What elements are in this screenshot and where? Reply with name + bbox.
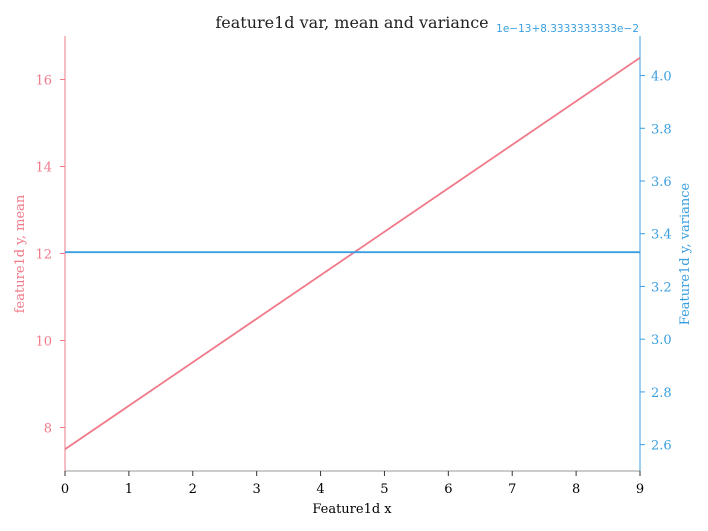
right-y-tick-label-6: 3.8 [651, 122, 672, 137]
left-y-tick-label-1: 10 [35, 335, 52, 350]
x-tick-label-3: 3 [253, 482, 261, 497]
series-layer [64, 57, 641, 450]
right-y-tick-label-1: 2.8 [651, 386, 672, 401]
right-y-tick-label-5: 3.6 [651, 175, 672, 190]
x-tick-label-0: 0 [61, 482, 69, 497]
right-y-tick-label-3: 3.2 [651, 280, 672, 295]
chart-title: feature1d var, mean and variance [215, 13, 488, 32]
left-y-tick-label-2: 12 [35, 248, 52, 263]
x-tick-label-1: 1 [125, 482, 133, 497]
series-line-left-0 [64, 57, 641, 450]
x-tick-label-2: 2 [189, 482, 197, 497]
x-tick-label-5: 5 [380, 482, 388, 497]
x-tick-label-9: 9 [636, 482, 644, 497]
left-y-axis-label: feature1d y, mean [13, 194, 28, 313]
x-tick-label-7: 7 [508, 482, 516, 497]
x-tick-label-6: 6 [444, 482, 452, 497]
right-y-tick-label-0: 2.6 [651, 439, 672, 454]
right-y-tick-label-2: 3.0 [651, 333, 672, 348]
x-tick-label-4: 4 [316, 482, 324, 497]
right-y-tick-label-4: 3.4 [651, 228, 672, 243]
right-y-tick-label-7: 4.0 [651, 70, 672, 85]
right-y-axis-label: Feature1d y, variance [678, 182, 693, 325]
x-tick-label-8: 8 [572, 482, 580, 497]
right-axis-offset-text: 1e−13+8.3333333333e−2 [496, 23, 639, 35]
x-axis-label: Feature1d x [312, 502, 392, 517]
ticks-layer: 0 1 2 3 4 5 6 7 8 98101214162.62.83.03.23.43.63.8… [35, 70, 671, 497]
left-y-tick-label-3: 14 [35, 161, 52, 176]
left-y-tick-label-0: 8 [44, 422, 52, 437]
left-y-tick-label-4: 16 [35, 74, 52, 89]
